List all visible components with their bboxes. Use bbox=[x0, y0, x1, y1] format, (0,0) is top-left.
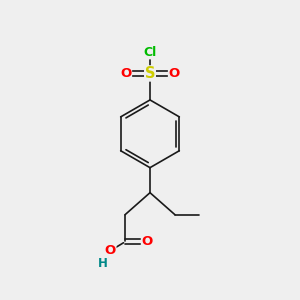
Text: O: O bbox=[105, 244, 116, 256]
Text: S: S bbox=[145, 66, 155, 81]
Text: H: H bbox=[98, 257, 108, 270]
Text: Cl: Cl bbox=[143, 46, 157, 59]
Text: O: O bbox=[169, 67, 180, 80]
Text: O: O bbox=[120, 67, 131, 80]
Text: O: O bbox=[141, 235, 153, 248]
